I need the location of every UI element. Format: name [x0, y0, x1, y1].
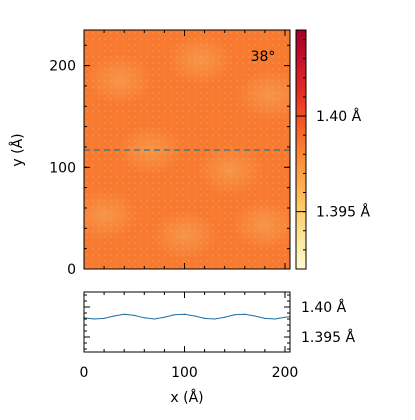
profile-frame — [83, 291, 291, 353]
profile-point — [163, 316, 165, 318]
y-tick-label: 100 — [49, 160, 76, 176]
profile-series-line — [83, 313, 291, 320]
profile-point — [183, 313, 186, 315]
x-axis-label: x (Å) — [170, 389, 203, 406]
y-tick-label: 0 — [67, 262, 76, 278]
profile-point — [93, 318, 95, 320]
profile-point — [254, 315, 256, 317]
profile-point — [153, 318, 155, 320]
heatmap-annotation: 38° — [251, 49, 276, 65]
profile-point — [214, 318, 216, 320]
profile-point — [143, 317, 145, 319]
colorbar-gradient — [296, 30, 306, 269]
profile-plot: 0 100 200 1.395 Å 1.40 Å — [80, 291, 356, 381]
y-tick-label: 200 — [49, 59, 76, 75]
profile-y-tick-label: 1.395 Å — [301, 329, 356, 346]
profile-point — [284, 316, 286, 318]
profile-background — [84, 292, 290, 352]
colorbar-tick-label: 1.395 Å — [316, 204, 371, 221]
y-axis-label: y (Å) — [9, 133, 26, 166]
profile-point — [203, 317, 206, 319]
profile-point — [133, 314, 135, 316]
colorbar-frame — [295, 29, 307, 270]
profile-point — [173, 314, 176, 316]
profile-point — [193, 315, 196, 317]
profile-point — [113, 315, 115, 317]
profile-point — [234, 314, 236, 316]
profile-point — [274, 318, 276, 320]
profile-point — [103, 317, 105, 319]
colorbar-tick-label: 1.40 Å — [316, 108, 362, 125]
x-tick-label: 100 — [171, 365, 198, 381]
heatmap-frame — [83, 29, 291, 270]
profile-y-tick-label: 1.40 Å — [301, 299, 347, 316]
x-tick-label: 200 — [272, 365, 299, 381]
heatmap-texture — [84, 30, 290, 269]
heatmap-field — [84, 30, 290, 269]
x-tick-label: 0 — [80, 365, 89, 381]
profile-point — [224, 316, 226, 318]
heatmap-axes: 0 100 200 — [49, 29, 291, 278]
profile-point — [244, 313, 246, 315]
profile-point — [123, 313, 125, 315]
profile-point — [264, 317, 266, 319]
colorbar: 1.395 Å 1.40 Å — [295, 29, 371, 270]
